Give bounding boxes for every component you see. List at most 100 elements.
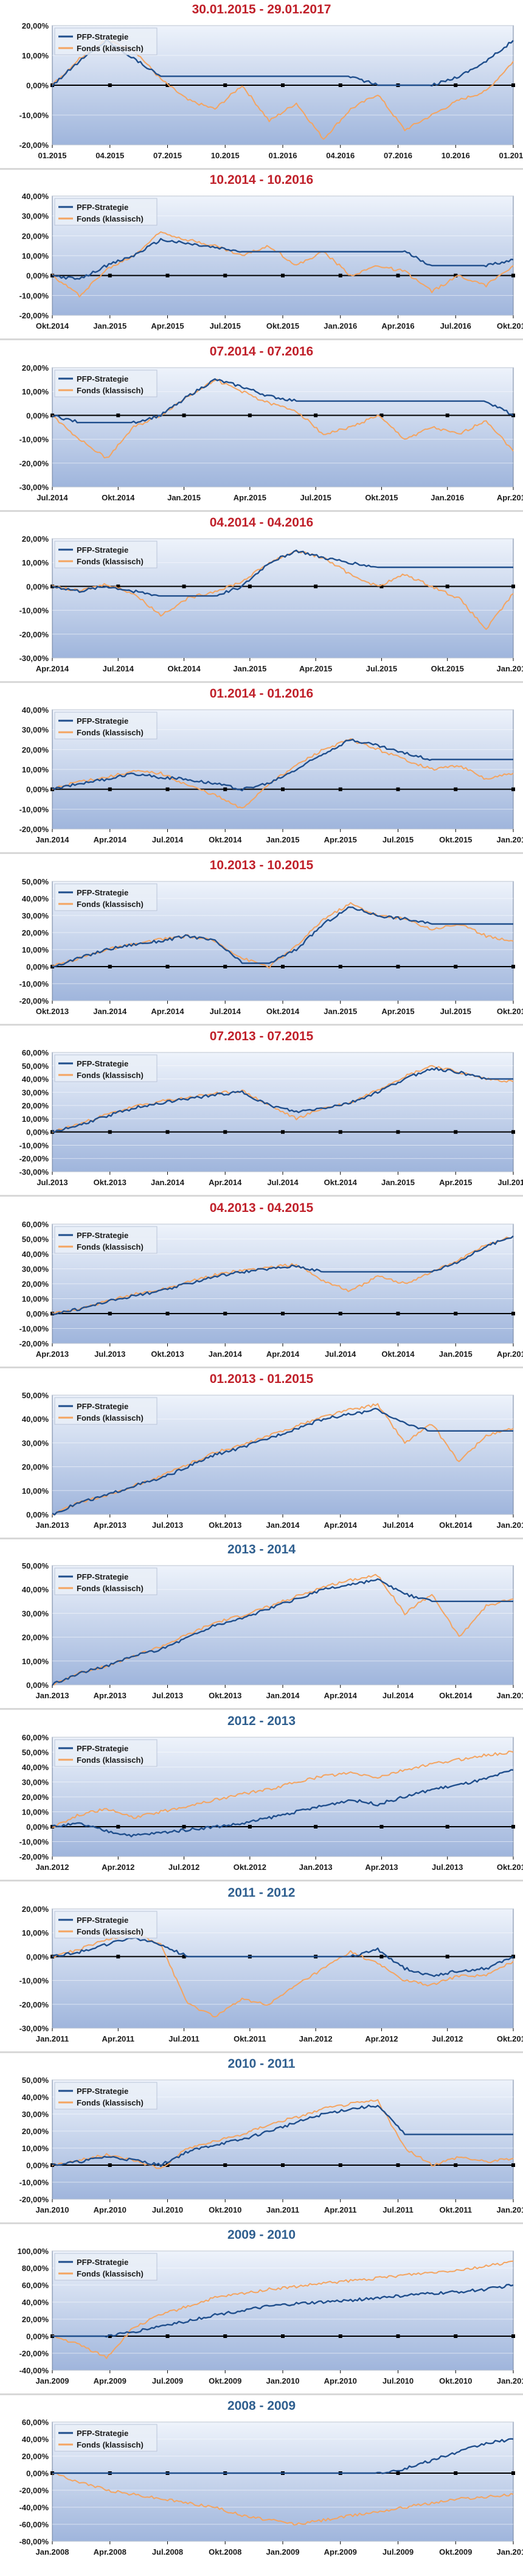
- legend-strategy-label: PFP-Strategie: [77, 2258, 128, 2267]
- legend-strategy-label: PFP-Strategie: [77, 888, 128, 897]
- series-line-strategy: [52, 2104, 513, 2168]
- chart-svg: 60,00% 50,00% 40,00% 30,00% 20,00% 10,00% 0,00…: [19, 1220, 523, 1359]
- x-tick-label: Okt.2008: [209, 2547, 241, 2557]
- x-tick-label: Jul.2013: [432, 1863, 463, 1872]
- chart-panel-9: 01.2013 - 01.2015 50,00% 40,00% 30,00% 20,00…: [0, 1370, 523, 1539]
- series-line-strategy: [52, 906, 513, 968]
- legend-box: [54, 1054, 158, 1082]
- x-tick-label: Apr.2015: [497, 1349, 523, 1359]
- y-tick-label: 50,00%: [22, 1561, 49, 1570]
- y-tick-label: 10,00%: [22, 558, 49, 567]
- legend-box: [54, 369, 158, 397]
- x-tick-label: Apr.2013: [94, 1521, 126, 1530]
- x-tick-label: Apr.2008: [94, 2547, 126, 2557]
- y-tick-label: 40,00%: [22, 1763, 49, 1772]
- y-tick-label: -60,00%: [19, 2520, 49, 2529]
- legend: PFP-Strategie Fonds (klassisch): [54, 883, 158, 911]
- zero-line-marker: [338, 83, 342, 87]
- y-tick-label: 30,00%: [22, 1438, 49, 1447]
- y-tick-label: 30,00%: [22, 212, 49, 221]
- x-tick-label: Jul.2009: [383, 2547, 414, 2557]
- y-tick-label: -20,00%: [19, 1852, 49, 1861]
- x-tick-label: Okt.2014: [167, 664, 201, 673]
- zero-line-marker: [165, 83, 170, 87]
- y-tick-label: 10,00%: [22, 1928, 49, 1937]
- y-tick-label: 20,00%: [22, 2315, 49, 2324]
- y-tick-label: -30,00%: [19, 1167, 49, 1177]
- zero-line-marker: [454, 2334, 458, 2338]
- y-tick-label: 0,00%: [26, 1309, 49, 1318]
- legend-strategy-label: PFP-Strategie: [77, 1572, 128, 1581]
- panel-separator: [0, 2393, 523, 2395]
- x-tick-label: Apr.2015: [299, 664, 332, 673]
- y-tick-label: 0,00%: [26, 271, 49, 281]
- series-line-fund: [52, 738, 514, 809]
- legend-fund-label: Fonds (klassisch): [77, 1584, 144, 1593]
- x-tick-label: Jan.2011: [497, 2376, 523, 2385]
- zero-line-marker: [379, 1955, 384, 1959]
- x-tick-label: Jan.2013: [36, 1691, 69, 1700]
- legend-box: [54, 1739, 158, 1767]
- y-tick-label: 40,00%: [22, 1585, 49, 1594]
- x-tick-label: Okt.2014: [439, 1521, 473, 1530]
- series-line-strategy: [52, 1066, 513, 1133]
- y-tick-label: 0,00%: [26, 785, 49, 794]
- x-tick-label: Jul.2015: [210, 321, 241, 331]
- legend-fund-label: Fonds (klassisch): [77, 557, 144, 566]
- y-tick-label: -10,00%: [19, 1838, 49, 1847]
- zero-line-marker: [223, 2334, 227, 2338]
- x-tick-label: Apr.2009: [94, 2376, 126, 2385]
- zero-line-marker: [338, 787, 342, 791]
- zero-line-marker: [338, 1130, 342, 1134]
- legend-strategy-label: PFP-Strategie: [77, 2429, 128, 2438]
- legend-fund-label: Fonds (klassisch): [77, 728, 144, 737]
- y-tick-label: -20,00%: [19, 311, 49, 320]
- zero-line-marker: [108, 2334, 112, 2338]
- x-tick-label: Jan.2010: [497, 2547, 523, 2557]
- legend-fund-label: Fonds (klassisch): [77, 2440, 144, 2449]
- zero-line-marker: [511, 584, 515, 589]
- chart-svg: 60,00% 40,00% 20,00% 0,00% -20,00% -40,00% -60…: [19, 2418, 523, 2557]
- x-tick-label: Jan.2012: [497, 2205, 523, 2214]
- x-tick-label: Okt.2014: [439, 1691, 473, 1700]
- chart-svg: 40,00% 30,00% 20,00% 10,00% 0,00% -10,00% -20,…: [19, 705, 523, 844]
- chart-svg: 20,00%10,00%0,00%-10,00%-20,00%-30,00%Ap…: [19, 534, 523, 673]
- legend-box: [54, 1397, 158, 1425]
- x-tick-label: Apr.2015: [324, 835, 357, 844]
- chart-svg: 50,00%40,00%30,00%20,00%10,00%0,00%Jan.2…: [22, 1561, 523, 1700]
- panel-separator: [0, 168, 523, 170]
- legend-box: [54, 883, 158, 911]
- x-tick-label: Okt.2015: [266, 321, 299, 331]
- chart-title: 2008 - 2009: [227, 2399, 296, 2413]
- legend-fund-label: Fonds (klassisch): [77, 1071, 144, 1080]
- legend-strategy-label: PFP-Strategie: [77, 716, 128, 726]
- legend: PFP-Strategie Fonds (klassisch): [54, 2082, 158, 2110]
- x-tick-label: Apr.2015: [439, 1178, 472, 1187]
- legend: PFP-Strategie Fonds (klassisch): [54, 369, 158, 397]
- x-tick-label: Jul.2010: [383, 2376, 414, 2385]
- x-tick-label: Okt.2011: [234, 2034, 266, 2043]
- legend-strategy-label: PFP-Strategie: [77, 2087, 128, 2096]
- x-tick-label: Okt.2013: [36, 1007, 69, 1016]
- x-tick-label: 01.2015: [38, 151, 67, 160]
- x-tick-label: Jan.2015: [439, 1349, 473, 1359]
- x-tick-label: Apr.2014: [151, 1007, 184, 1016]
- x-tick-label: Apr.2010: [324, 2376, 357, 2385]
- chart-svg: 100,00% 80,00% 60,00% 40,00% 20,00% 0,00% -20,…: [18, 2247, 523, 2385]
- legend-box: [54, 198, 158, 226]
- zero-line-marker: [182, 1825, 186, 1829]
- chart-svg: 50,00% 40,00% 30,00% 20,00% 10,00% 0,00% -10,0…: [19, 2076, 523, 2214]
- zero-line-marker: [511, 2163, 515, 2167]
- zero-line-marker: [165, 273, 170, 278]
- zero-line-marker: [165, 787, 170, 791]
- y-tick-label: 30,00%: [22, 1609, 49, 1618]
- zero-line-marker: [182, 413, 186, 418]
- x-tick-label: Jan.2008: [36, 2547, 69, 2557]
- y-tick-label: 40,00%: [22, 1415, 49, 1424]
- zero-line-marker: [248, 1825, 252, 1829]
- zero-line-marker: [281, 965, 285, 968]
- x-tick-label: Okt.2013: [209, 1521, 241, 1530]
- chart-panel-13: 2010 - 2011 50,00% 40,00% 30,00% 20,00% 10,00…: [0, 2054, 523, 2224]
- y-tick-label: -20,00%: [19, 2000, 49, 2009]
- x-tick-label: Apr.2015: [234, 493, 266, 502]
